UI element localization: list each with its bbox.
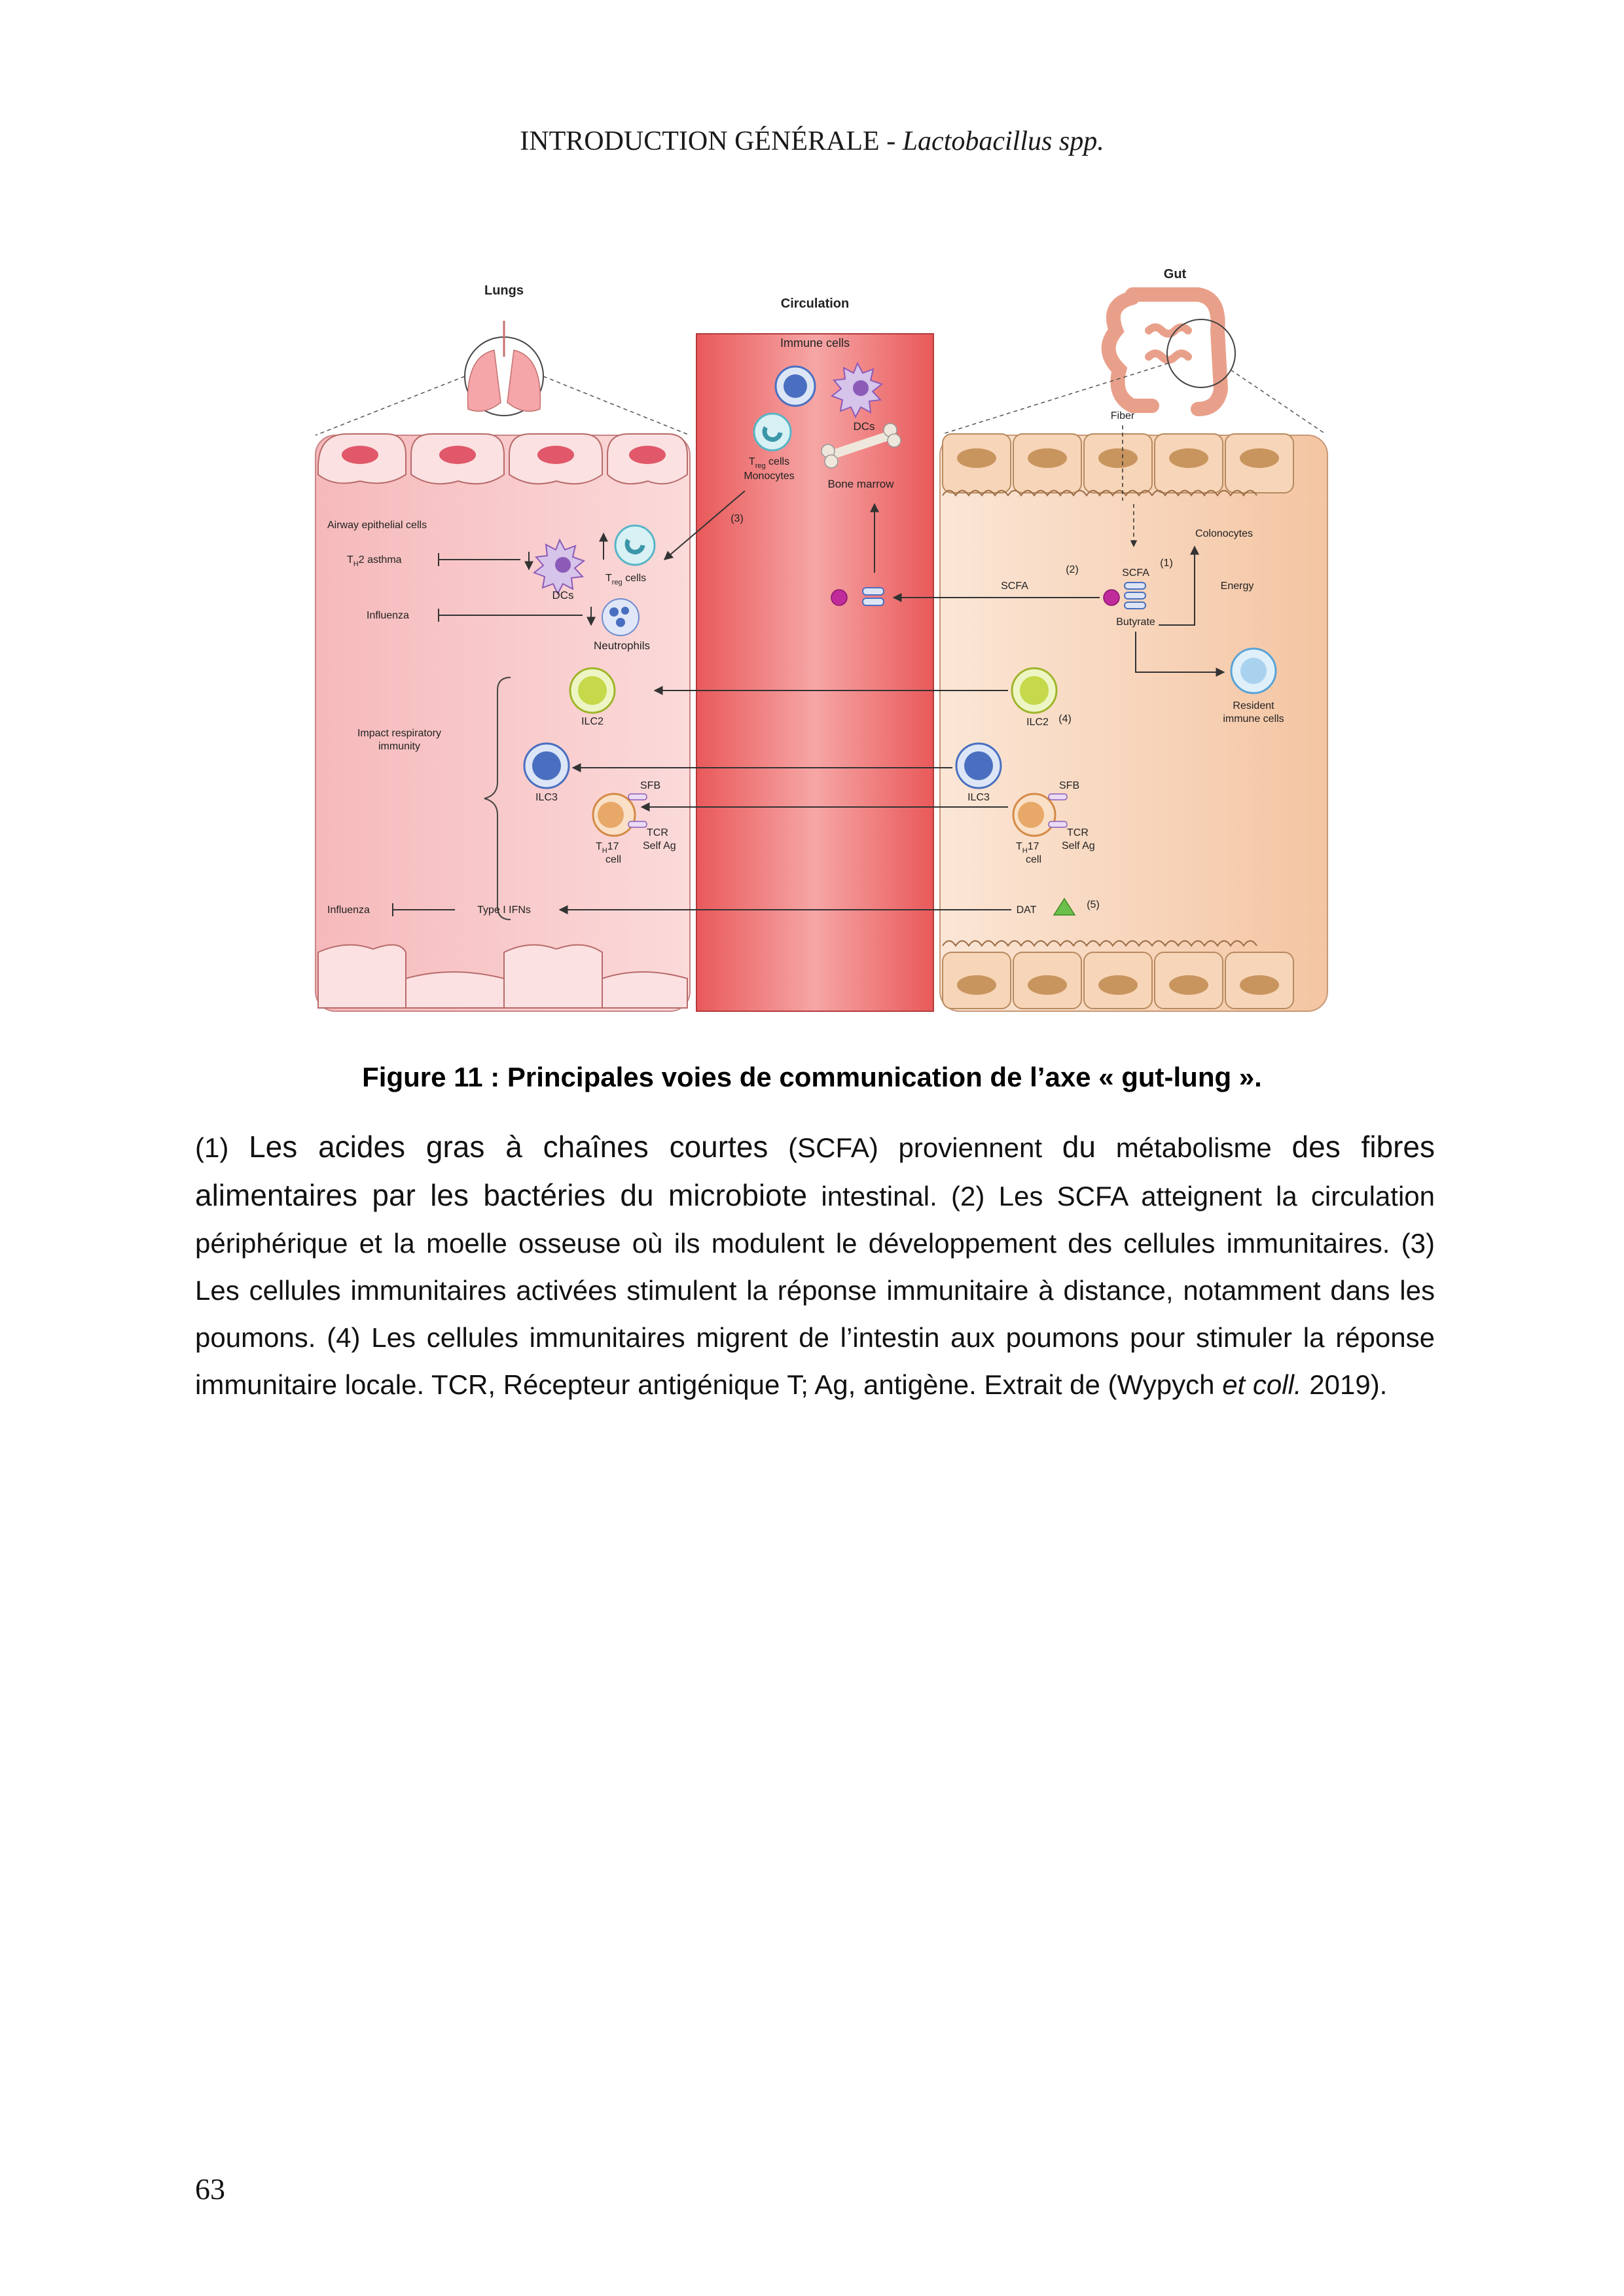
th17-lung-cell: [592, 793, 647, 837]
scfa-arrow-label: SCFA: [1001, 581, 1028, 592]
ilc3-gut-cell: [955, 742, 1002, 789]
type1-ifns-label: Type I IFNs: [477, 905, 531, 916]
airway-epithelial-label: Airway epithelial cells: [327, 520, 427, 531]
marker-2: (2): [1066, 564, 1079, 575]
scfa-gut-label: SCFA: [1122, 567, 1149, 579]
th17-lung-label: TH17: [596, 841, 619, 855]
marker-3: (3): [731, 513, 744, 524]
marker-1: (1): [1160, 558, 1173, 569]
circ-blue-cell: [774, 365, 816, 407]
lungs-label: Lungs: [484, 283, 524, 298]
dat-label: DAT: [1017, 905, 1037, 916]
marker-5: (5): [1087, 899, 1100, 910]
neutrophil-icon: [602, 598, 640, 636]
gut-lung-figure: Lungs Circulation Gu: [308, 259, 1335, 1018]
airway-epithelium-top: [317, 433, 688, 485]
ilc3-gut-label: ILC3: [967, 792, 990, 803]
lungs-icon: [315, 321, 691, 436]
energy-label: Energy: [1221, 581, 1254, 592]
caption-segment-c: du: [1062, 1130, 1096, 1164]
dc-circ-icon: [830, 361, 884, 419]
gut-label: Gut: [1164, 267, 1187, 281]
cell-gut-label: cell: [1026, 854, 1041, 865]
ilc2-lung-cell: [569, 667, 616, 714]
fiber-label: Fiber: [1111, 410, 1135, 422]
treg-circ-cell: [753, 412, 792, 452]
treg-lung-label: Treg cells: [605, 573, 646, 586]
impact-label-2: immunity: [378, 741, 420, 752]
ilc2-lung-label: ILC2: [581, 716, 604, 727]
scfa-gut-icons: [1103, 582, 1146, 609]
dcs-circ-label: DCs: [853, 420, 875, 433]
caption-marker-1: (1): [195, 1132, 229, 1163]
self-ag-lung-label: Self Ag: [643, 840, 676, 852]
th17-gut-cell: [1012, 793, 1068, 837]
gut-icon: [942, 287, 1326, 435]
immune-cells-label: Immune cells: [780, 336, 850, 350]
figure-caption-body: (1) Les acides gras à chaînes courtes (S…: [195, 1123, 1435, 1408]
running-head-title: INTRODUCTION GÉNÉRALE: [520, 126, 880, 156]
dcs-lung-label: DCs: [552, 589, 573, 601]
running-head: INTRODUCTION GÉNÉRALE - Lactobacillus sp…: [0, 126, 1624, 157]
neutrophils-label: Neutrophils: [594, 639, 650, 652]
lung-tissue-panel: [315, 435, 691, 1012]
monocytes-label: Monocytes: [744, 471, 794, 482]
arrow-3: [663, 490, 746, 560]
figure-caption-title: Figure 11 : Principales voies de communi…: [362, 1062, 1262, 1092]
ilc3-lung-cell: [523, 742, 570, 789]
caption-segment-f: intestinal. (2) Les SCFA atteignent la c…: [195, 1181, 1435, 1400]
dc-lung-icon: [532, 538, 586, 596]
resident-label-2: immune cells: [1223, 713, 1284, 725]
caption-segment-d: métabolisme: [1115, 1132, 1272, 1163]
ilc2-gut-label: ILC2: [1026, 717, 1049, 728]
influenza-2-label: Influenza: [327, 905, 370, 916]
cell-lung-label: cell: [605, 854, 621, 865]
tcr-gut-label: TCR: [1067, 827, 1089, 838]
colonocytes-label: Colonocytes: [1195, 528, 1253, 539]
th17-gut-label: TH17: [1016, 841, 1039, 855]
tcr-lung-label: TCR: [647, 827, 668, 838]
sfb-lung-label: SFB: [640, 780, 660, 791]
ilc2-gut-cell: [1011, 667, 1058, 714]
self-ag-gut-label: Self Ag: [1062, 840, 1095, 852]
running-head-separator: -: [886, 126, 896, 156]
butyrate-to-resident: [1135, 632, 1225, 677]
dat-triangle-icon: [1053, 897, 1076, 916]
scfa-circ-icons: [831, 587, 884, 606]
resident-label-1: Resident: [1233, 700, 1274, 711]
page-number: 63: [195, 2172, 225, 2206]
butyrate-to-colonocytes: [1159, 545, 1199, 626]
ilc3-lung-label: ILC3: [535, 792, 558, 803]
colon-epithelium-top: [942, 433, 1294, 497]
impact-label-1: Impact respiratory: [357, 728, 441, 739]
running-head-subtitle: Lactobacillus spp.: [902, 126, 1104, 156]
caption-segment-e: des fibres alimentaires par les bactérie…: [195, 1130, 1435, 1212]
caption-italic-etcoll: et coll.: [1222, 1369, 1302, 1400]
bone-icon: [821, 423, 901, 469]
th2-asthma-label: TH2 asthma: [347, 554, 402, 568]
gut-lung-diagram: Lungs Circulation Gu: [315, 267, 1328, 1012]
circulation-label: Circulation: [781, 296, 849, 311]
sfb-gut-label: SFB: [1059, 780, 1079, 791]
bone-marrow-label: Bone marrow: [827, 478, 894, 490]
treg-circ-label: Treg cells: [749, 456, 789, 470]
butyrate-label: Butyrate: [1116, 617, 1155, 628]
caption-segment-a: Les acides gras à chaînes courtes: [249, 1130, 768, 1164]
influenza-1-label: Influenza: [367, 610, 409, 621]
impact-brace: [484, 677, 511, 920]
treg-lung-cell: [614, 524, 656, 566]
caption-segment-b: (SCFA) proviennent: [788, 1132, 1043, 1163]
colon-epithelium-bottom: [942, 940, 1294, 1009]
resident-immune-cell: [1230, 647, 1277, 694]
caption-segment-end: 2019).: [1309, 1369, 1388, 1400]
airway-epithelium-bottom: [317, 944, 688, 1009]
marker-4: (4): [1058, 713, 1072, 725]
